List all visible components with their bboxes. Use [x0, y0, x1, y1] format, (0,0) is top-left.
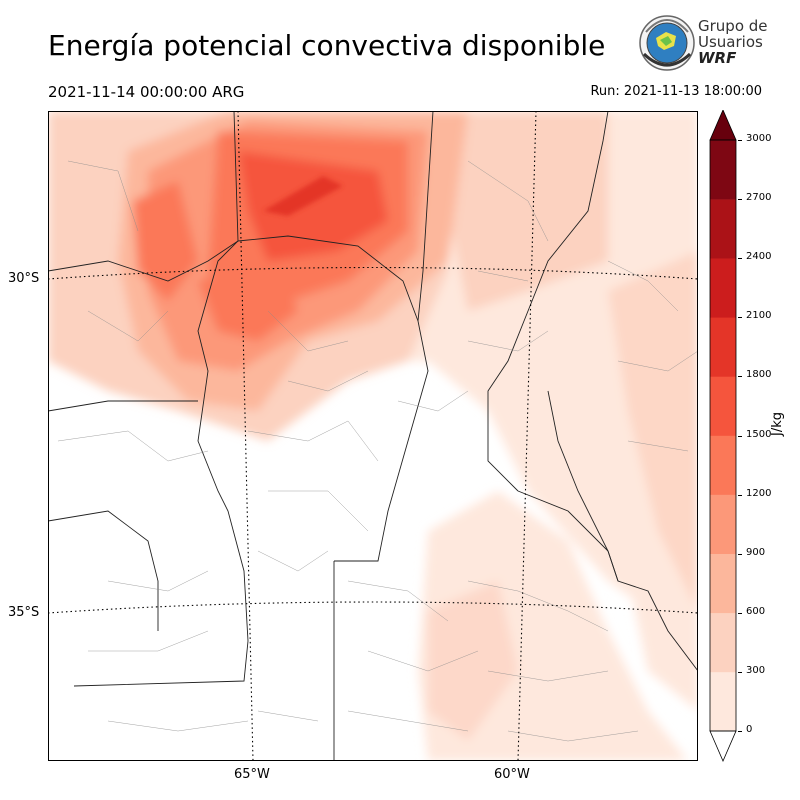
colorbar-frame: [709, 139, 737, 732]
lat-label-35s: 35°S: [8, 605, 40, 620]
colorbar-tick-mark: [738, 731, 742, 732]
colorbar-tick-label: 1500: [746, 428, 772, 440]
colorbar-tick-label: 1800: [746, 369, 772, 381]
map-frame: [48, 111, 698, 761]
logo-text: Grupo de Usuarios WRF: [698, 18, 768, 66]
colorbar-tick-label: 2100: [746, 310, 772, 322]
colorbar-tick-label: 3000: [746, 133, 772, 144]
colorbar-band: [710, 376, 736, 436]
colorbar-tick-label: 600: [746, 605, 766, 617]
cape-map: [48, 111, 698, 761]
colorbar-tick-label: 1200: [746, 487, 772, 499]
wrf-logo: Grupo de Usuarios WRF: [638, 14, 768, 76]
valid-time: 2021-11-14 00:00:00 ARG: [48, 83, 245, 101]
parallel-30s: [48, 266, 698, 280]
province-borders: [48, 111, 698, 761]
department-borders: [57, 160, 698, 742]
colorbar-band: [710, 317, 736, 377]
colorbar-tick-mark: [738, 140, 742, 141]
colorbar-tick-mark: [738, 199, 742, 201]
chart-title: Energía potencial convectiva disponible: [48, 29, 606, 62]
cape-field: [48, 111, 698, 761]
colorbar: [709, 110, 737, 762]
colorbar-tick-mark: [738, 612, 742, 614]
colorbar-overflow-arrow: [709, 110, 737, 141]
meridian-65w: [237, 111, 254, 761]
colorbar-tick-label: 300: [746, 664, 766, 676]
colorbar-tick-mark: [738, 317, 742, 319]
parallel-35s: [48, 601, 698, 614]
colorbar-band: [710, 199, 736, 259]
globe-seal-icon: [639, 15, 695, 71]
colorbar-tick-label: 0: [746, 724, 753, 735]
meridian-60w: [517, 111, 537, 761]
colorbar-band: [710, 258, 736, 318]
colorbar-tick-mark: [738, 494, 742, 496]
lon-label-60w: 60°W: [494, 767, 530, 782]
colorbar-band: [710, 140, 736, 200]
colorbar-tick-label: 2400: [746, 251, 772, 263]
colorbar-tick-mark: [738, 258, 742, 260]
lon-label-65w: 65°W: [234, 767, 270, 782]
colorbar-unit: J/kg: [770, 412, 785, 436]
colorbar-band: [710, 435, 736, 495]
colorbar-band: [710, 553, 736, 614]
colorbar-band: [710, 612, 736, 673]
colorbar-underflow-arrow: [709, 730, 737, 762]
logo-line-2: Usuarios: [698, 33, 763, 51]
lat-label-30s: 30°S: [8, 271, 40, 286]
colorbar-tick-mark: [738, 671, 742, 673]
colorbar-bands: [710, 140, 736, 732]
colorbar-tick-label: 2700: [746, 192, 772, 204]
run-time: Run: 2021-11-13 18:00:00: [590, 84, 762, 99]
logo-line-3: WRF: [698, 49, 737, 67]
colorbar-band: [710, 671, 736, 732]
logo-line-1: Grupo de: [698, 17, 768, 35]
graticule: [48, 111, 698, 761]
colorbar-tick-mark: [738, 553, 742, 555]
colorbar-band: [710, 494, 736, 554]
colorbar-tick-label: 900: [746, 546, 766, 558]
colorbar-tick-mark: [738, 376, 742, 378]
colorbar-tick-mark: [738, 435, 742, 437]
